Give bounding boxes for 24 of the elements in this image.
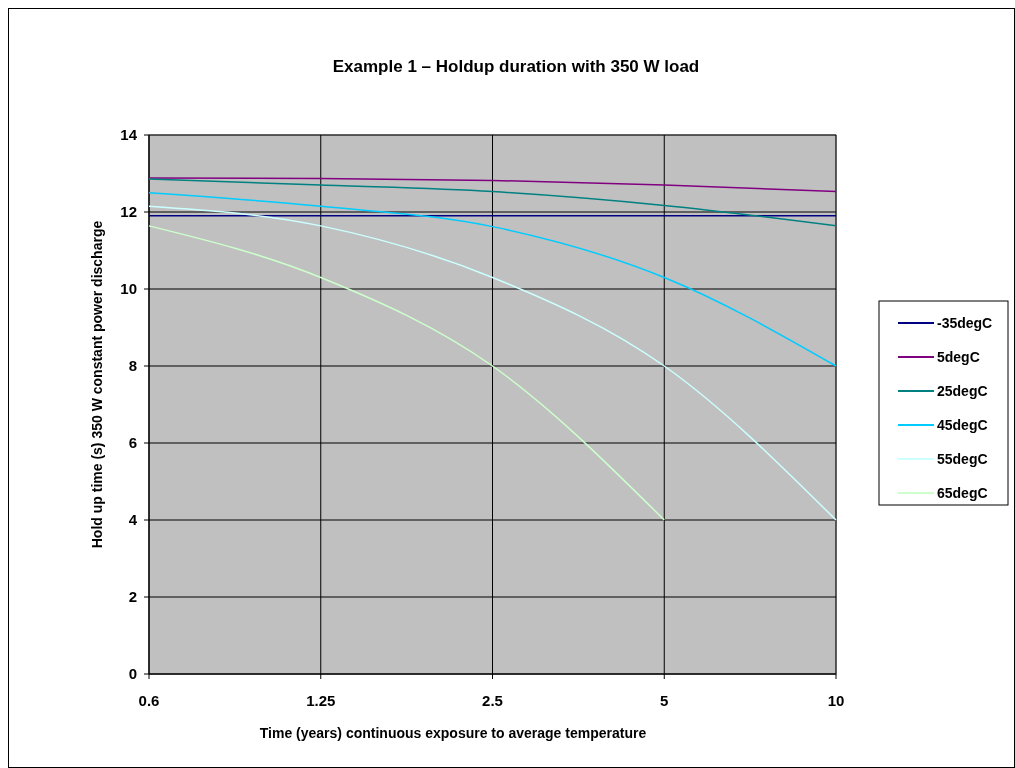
legend-label: 55degC xyxy=(937,451,988,467)
y-tick-label: 4 xyxy=(128,511,138,528)
legend-label: 65degC xyxy=(937,485,988,501)
legend-label: 25degC xyxy=(937,383,988,399)
y-tick-label: 2 xyxy=(128,588,137,605)
x-tick-label: 1.25 xyxy=(306,692,336,709)
line-series xyxy=(148,225,665,521)
y-tick-label: 14 xyxy=(120,126,138,143)
y-tick-label: 8 xyxy=(128,357,137,374)
y-tick-label: 6 xyxy=(128,434,137,451)
x-tick-label: 0.6 xyxy=(138,692,160,709)
x-tick-label: 5 xyxy=(660,692,669,709)
legend-label: -35degC xyxy=(937,315,993,331)
y-tick-label: 0 xyxy=(128,665,137,682)
x-tick-label: 10 xyxy=(827,692,845,709)
x-tick-label: 2.5 xyxy=(482,692,503,709)
y-axis-title: Hold up time (s) 350 W constant power discharge xyxy=(89,220,105,549)
x-axis-title: Time (years) continuous exposure to average temperature xyxy=(259,725,647,741)
line-series xyxy=(148,177,837,193)
chart-title: Example 1 – Holdup duration with 350 W load xyxy=(332,57,700,76)
legend-label: 5degC xyxy=(937,349,980,365)
legend-label: 45degC xyxy=(937,417,988,433)
y-tick-label: 12 xyxy=(120,203,137,220)
y-tick-label: 10 xyxy=(120,280,137,297)
